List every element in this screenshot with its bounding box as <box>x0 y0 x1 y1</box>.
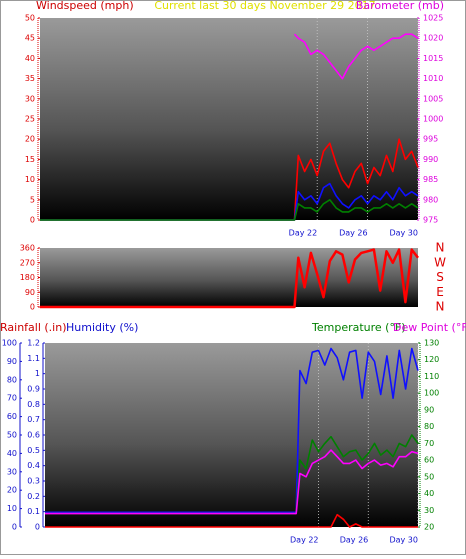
y-tick-label: 100 <box>2 339 17 348</box>
y2-tick-label: S <box>436 270 444 284</box>
y-tick-label: 40 <box>7 449 17 458</box>
y2-tick-label: 130 <box>424 339 439 348</box>
y3-tick-label: 0.6 <box>27 431 40 440</box>
y2-tick-label: W <box>434 255 446 269</box>
y-tick-label: 40 <box>25 54 35 63</box>
y-tick-label: 25 <box>25 115 35 124</box>
x-tick-label: Day 22 <box>290 536 319 545</box>
y3-tick-label: 0.3 <box>27 477 40 486</box>
y-tick-label: 0 <box>30 303 35 312</box>
y-tick-label: 50 <box>25 14 35 23</box>
y-tick-label: 20 <box>7 486 17 495</box>
y2-tick-label: 40 <box>424 489 434 498</box>
y3-tick-label: 0.1 <box>27 507 40 516</box>
y2-tick-label: 985 <box>423 175 438 184</box>
y-tick-label: 60 <box>7 412 17 421</box>
x-tick-label: Day 30 <box>389 536 418 545</box>
y2-axis-title: Dew Point (°F) <box>393 321 466 334</box>
y3-tick-label: 0 <box>35 523 40 532</box>
y2-tick-label: 60 <box>424 456 434 465</box>
x-tick-label: Day 30 <box>389 229 418 238</box>
y-tick-label: 20 <box>25 135 35 144</box>
y2-tick-label: 1025 <box>423 14 443 23</box>
x-tick-label: Day 26 <box>340 536 369 545</box>
y-tick-label: 360 <box>20 244 35 253</box>
y2-axis-title: Temperature (°F) <box>311 321 406 334</box>
plot-area <box>40 18 418 220</box>
y3-tick-label: 0.2 <box>27 492 40 501</box>
y-tick-label: 50 <box>7 431 17 440</box>
plot-area <box>40 248 418 307</box>
y-tick-label: 70 <box>7 394 17 403</box>
y-tick-label: 30 <box>7 467 17 476</box>
series-line <box>40 138 419 221</box>
series-line <box>40 199 419 221</box>
series-line <box>45 449 419 515</box>
y-tick-label: 15 <box>25 155 35 164</box>
y2-tick-label: 1000 <box>423 115 443 124</box>
y-axis-title: Humidity (%) <box>66 321 138 334</box>
y-tick-label: 35 <box>25 74 35 83</box>
y-tick-label: 45 <box>25 34 35 43</box>
y3-tick-label: 0.4 <box>27 461 40 470</box>
y-tick-label: 30 <box>25 94 35 103</box>
y-tick-label: 270 <box>20 258 35 267</box>
y2-tick-label: 1015 <box>423 54 443 63</box>
y3-tick-label: 1.2 <box>27 339 40 348</box>
y-tick-label: 10 <box>7 504 17 513</box>
series-line <box>45 513 418 528</box>
y-tick-label: 80 <box>7 375 17 384</box>
series-line <box>40 182 419 221</box>
y3-tick-label: 1 <box>35 369 40 378</box>
y2-tick-label: 995 <box>423 135 438 144</box>
series-line <box>45 434 419 515</box>
y-tick-label: 90 <box>7 357 17 366</box>
y2-tick-label: 120 <box>424 355 439 364</box>
y3-tick-label: 1.1 <box>27 354 40 363</box>
series-line <box>40 248 419 309</box>
chart-title: Current last 30 days November 29 2017 <box>154 0 375 12</box>
y-tick-label: 0 <box>30 216 35 225</box>
y2-tick-label: 980 <box>423 195 438 204</box>
y2-tick-label: 20 <box>424 523 434 532</box>
y3-tick-label: 0.9 <box>27 385 40 394</box>
y2-tick-label: 1005 <box>423 94 443 103</box>
y2-tick-label: 90 <box>424 405 434 414</box>
y-tick-label: 10 <box>25 175 35 184</box>
y2-tick-label: N <box>436 241 445 255</box>
y3-axis-title: Rainfall (.in) <box>0 321 67 334</box>
series-line <box>45 347 419 514</box>
y2-tick-label: 975 <box>423 216 438 225</box>
y2-tick-label: 30 <box>424 506 434 515</box>
y-tick-label: 90 <box>25 288 35 297</box>
y2-tick-label: N <box>436 300 445 314</box>
series-line <box>293 33 419 80</box>
plot-area <box>45 343 418 527</box>
x-tick-label: Day 22 <box>289 229 318 238</box>
y3-tick-label: 0.8 <box>27 400 40 409</box>
y2-tick-label: 80 <box>424 422 434 431</box>
y-axis-title: Windspeed (mph) <box>36 0 134 12</box>
y2-tick-label: 110 <box>424 372 439 381</box>
y-tick-label: 5 <box>30 195 35 204</box>
y2-tick-label: 70 <box>424 439 434 448</box>
y2-axis-title: Barometer (mb) <box>356 0 444 12</box>
y2-tick-label: 990 <box>423 155 438 164</box>
y2-tick-label: 1020 <box>423 34 443 43</box>
y2-tick-label: 1010 <box>423 74 443 83</box>
y2-tick-label: 100 <box>424 389 439 398</box>
y2-tick-label: E <box>436 285 444 299</box>
y3-tick-label: 0.7 <box>27 415 40 424</box>
y2-tick-label: 50 <box>424 472 434 481</box>
y-tick-label: 180 <box>20 273 35 282</box>
y3-tick-label: 0.5 <box>27 446 40 455</box>
y-tick-label: 0 <box>12 523 17 532</box>
x-tick-label: Day 26 <box>339 229 368 238</box>
